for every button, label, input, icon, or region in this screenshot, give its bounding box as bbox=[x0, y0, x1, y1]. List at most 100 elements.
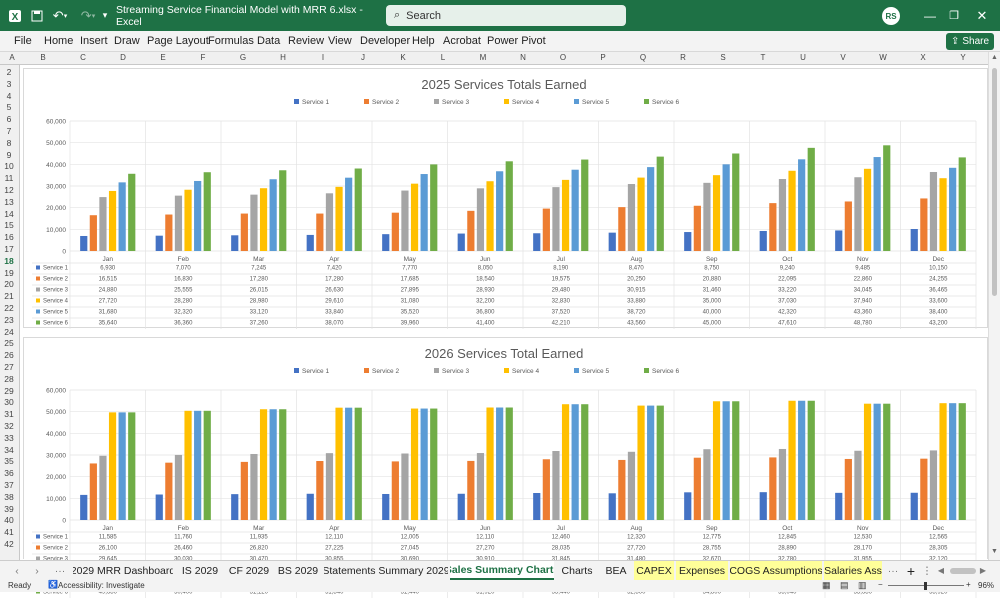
row-header-42[interactable]: 42 bbox=[4, 539, 14, 549]
row-header-17[interactable]: 17 bbox=[4, 244, 14, 254]
row-header-33[interactable]: 33 bbox=[4, 432, 14, 443]
row-header-28[interactable]: 28 bbox=[4, 373, 14, 384]
row-header-22[interactable]: 22 bbox=[4, 303, 14, 313]
hscroll-menu-icon[interactable]: ⋮ bbox=[921, 564, 933, 577]
column-header-r[interactable]: R bbox=[680, 53, 686, 62]
tab-statements-summary-2029[interactable]: Statements Summary 2029 bbox=[324, 564, 448, 577]
row-header-7[interactable]: 7 bbox=[6, 126, 12, 136]
save-icon[interactable] bbox=[28, 0, 46, 31]
menu-data[interactable]: Data bbox=[257, 35, 281, 47]
column-header-t[interactable]: T bbox=[760, 53, 766, 62]
share-button[interactable]: ⇪ Share bbox=[946, 33, 994, 50]
tab-is-2029[interactable]: IS 2029 bbox=[181, 564, 219, 577]
column-header-c[interactable]: C bbox=[80, 53, 86, 62]
row-header-3[interactable]: 3 bbox=[6, 78, 12, 89]
row-header-19[interactable]: 19 bbox=[4, 267, 14, 278]
scroll-thumb[interactable] bbox=[992, 68, 997, 296]
column-header-l[interactable]: L bbox=[440, 53, 446, 62]
menu-view[interactable]: View bbox=[328, 35, 352, 47]
column-header-s[interactable]: S bbox=[720, 53, 726, 62]
column-header-h[interactable]: H bbox=[280, 53, 286, 62]
menu-help[interactable]: Help bbox=[412, 35, 435, 47]
column-header-w[interactable]: W bbox=[879, 53, 887, 62]
column-header-o[interactable]: O bbox=[559, 53, 567, 62]
menu-file[interactable]: File bbox=[14, 35, 32, 47]
zoom-slider-thumb[interactable] bbox=[924, 582, 927, 590]
column-header-v[interactable]: V bbox=[840, 53, 846, 62]
add-sheet-icon[interactable]: + bbox=[906, 562, 916, 579]
close-icon[interactable]: ✕ bbox=[976, 7, 988, 23]
hscroll-thumb[interactable] bbox=[950, 568, 976, 574]
row-header-18[interactable]: 18 bbox=[4, 255, 14, 266]
redo-icon[interactable]: ↷ ▾ bbox=[80, 7, 96, 23]
zoom-in-icon[interactable]: + bbox=[966, 580, 971, 589]
tab-bs-2029[interactable]: BS 2029 bbox=[277, 564, 319, 577]
row-header-39[interactable]: 39 bbox=[4, 503, 14, 514]
menu-acrobat[interactable]: Acrobat bbox=[443, 35, 481, 47]
hscroll-left-icon[interactable]: ◀ bbox=[937, 566, 945, 575]
row-header-12[interactable]: 12 bbox=[4, 185, 14, 195]
row-header-10[interactable]: 10 bbox=[4, 161, 14, 172]
menu-draw[interactable]: Draw bbox=[114, 35, 140, 47]
row-header-32[interactable]: 32 bbox=[4, 421, 14, 431]
more-tabs-right-icon[interactable]: ··· bbox=[887, 564, 899, 577]
row-header-8[interactable]: 8 bbox=[6, 137, 12, 148]
column-header-d[interactable]: D bbox=[120, 53, 126, 62]
column-header-b[interactable]: B bbox=[40, 53, 46, 62]
scroll-up-icon[interactable]: ▲ bbox=[991, 54, 998, 61]
menu-page-layout[interactable]: Page Layout bbox=[147, 35, 209, 47]
normal-view-icon[interactable]: ▦ bbox=[822, 580, 831, 590]
row-header-36[interactable]: 36 bbox=[4, 468, 14, 479]
column-header-i[interactable]: I bbox=[321, 53, 325, 62]
column-header-g[interactable]: G bbox=[239, 53, 247, 62]
row-header-13[interactable]: 13 bbox=[4, 196, 14, 207]
menu-formulas[interactable]: Formulas bbox=[208, 35, 254, 47]
row-header-21[interactable]: 21 bbox=[4, 291, 14, 302]
row-header-40[interactable]: 40 bbox=[4, 515, 14, 526]
row-header-6[interactable]: 6 bbox=[6, 114, 12, 125]
row-header-27[interactable]: 27 bbox=[4, 362, 14, 372]
row-header-5[interactable]: 5 bbox=[6, 102, 12, 113]
undo-icon[interactable]: ↶ ▾ bbox=[52, 7, 68, 23]
customize-toolbar-icon[interactable]: ▾ bbox=[102, 10, 108, 20]
menu-developer[interactable]: Developer bbox=[360, 35, 411, 47]
more-tabs-left-icon[interactable]: ··· bbox=[54, 564, 66, 577]
row-header-35[interactable]: 35 bbox=[4, 456, 14, 467]
column-header-u[interactable]: U bbox=[800, 53, 806, 62]
tab-cogs-assumptions[interactable]: COGS Assumptions bbox=[730, 561, 822, 580]
column-header-q[interactable]: Q bbox=[639, 53, 647, 62]
row-header-23[interactable]: 23 bbox=[4, 314, 14, 325]
tab-expenses[interactable]: Expenses bbox=[676, 561, 728, 580]
column-header-n[interactable]: N bbox=[520, 53, 526, 62]
row-header-31[interactable]: 31 bbox=[4, 409, 14, 420]
tab-salaries-assumptions[interactable]: Salaries Ass bbox=[824, 561, 882, 580]
vertical-scrollbar[interactable]: ▲ ▼ bbox=[988, 52, 1000, 560]
tab-charts[interactable]: Charts bbox=[561, 564, 593, 577]
chart-2025[interactable]: 2025 Services Totals Earned Service 1 Serv… bbox=[23, 68, 988, 332]
hscroll-right-icon[interactable]: ▶ bbox=[979, 566, 987, 575]
row-header-38[interactable]: 38 bbox=[4, 491, 14, 502]
tab-bea[interactable]: BEA bbox=[605, 564, 627, 577]
search-box[interactable]: ⌕ Search bbox=[386, 5, 626, 26]
row-header-26[interactable]: 26 bbox=[4, 350, 14, 361]
tab-scroll-left-icon[interactable]: ‹ bbox=[15, 564, 19, 577]
row-header-16[interactable]: 16 bbox=[4, 232, 14, 243]
tab-2029-mrr-dashboard[interactable]: 2029 MRR Dashboard bbox=[73, 564, 173, 577]
column-header-k[interactable]: K bbox=[400, 53, 406, 62]
row-header-24[interactable]: 24 bbox=[4, 326, 14, 337]
column-header-j[interactable]: J bbox=[361, 53, 365, 62]
row-header-41[interactable]: 41 bbox=[4, 527, 14, 538]
row-header-25[interactable]: 25 bbox=[4, 338, 14, 349]
column-header-m[interactable]: M bbox=[479, 53, 487, 62]
tab-sales-summary-charts[interactable]: Sales Summary Charts bbox=[450, 561, 554, 580]
chart-2026[interactable]: 2026 Services Total Earned Service 1 Servi… bbox=[23, 337, 988, 601]
row-header-37[interactable]: 37 bbox=[4, 480, 14, 490]
status-accessibility[interactable]: Accessibility: Investigate bbox=[58, 581, 145, 590]
row-header-34[interactable]: 34 bbox=[4, 444, 14, 455]
row-header-14[interactable]: 14 bbox=[4, 208, 14, 219]
row-header-11[interactable]: 11 bbox=[4, 173, 14, 184]
column-header-a[interactable]: A bbox=[9, 53, 15, 62]
column-header-f[interactable]: F bbox=[200, 53, 206, 62]
scroll-down-icon[interactable]: ▼ bbox=[991, 548, 998, 555]
column-header-e[interactable]: E bbox=[160, 53, 166, 62]
